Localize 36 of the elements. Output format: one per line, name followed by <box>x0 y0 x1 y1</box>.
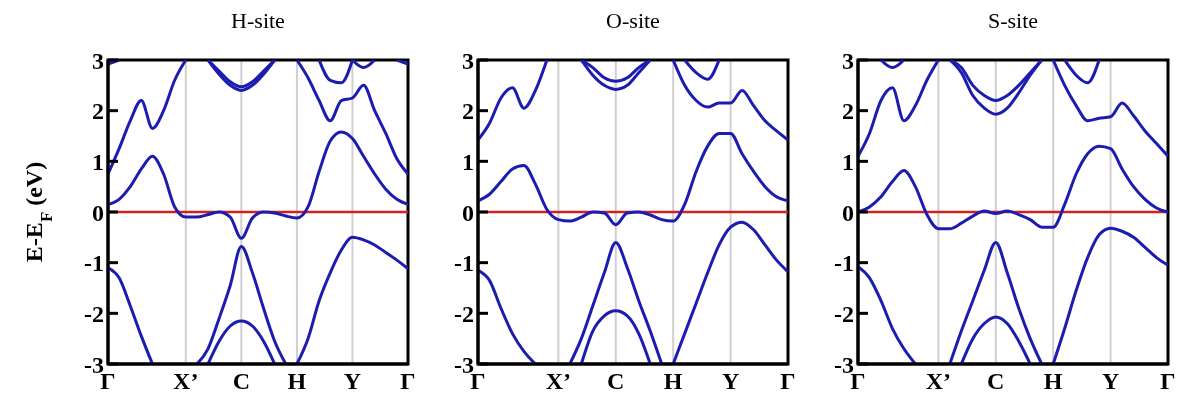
y-tick-label: 3 <box>842 47 854 74</box>
x-tick-label: C <box>232 368 251 395</box>
x-tick-label: X’ <box>925 368 952 395</box>
y-tick-label: -2 <box>834 300 854 327</box>
y-tick-label: 2 <box>462 98 474 125</box>
chart-title: H-site <box>230 8 286 34</box>
y-tick-label: 1 <box>462 148 474 175</box>
x-tick-label: Γ <box>780 368 796 395</box>
y-tick-label: 1 <box>842 148 854 175</box>
y-tick-label: 0 <box>462 199 474 226</box>
y-tick-label: 3 <box>462 47 474 74</box>
y-tick-label: -2 <box>454 300 474 327</box>
x-tick-label: Γ <box>1160 368 1176 395</box>
y-tick-label: 0 <box>842 199 854 226</box>
y-tick-label: 3 <box>92 47 104 74</box>
chart-title: O-site <box>605 8 661 34</box>
x-tick-label: X’ <box>545 368 572 395</box>
y-tick-label: -1 <box>454 250 474 277</box>
x-tick-label: H <box>287 368 307 395</box>
x-tick-label: Y <box>343 368 362 395</box>
x-tick-label: C <box>607 368 625 395</box>
x-tick-label: H <box>1043 368 1063 395</box>
y-tick-label: 2 <box>842 98 854 125</box>
x-tick-label: C <box>987 368 1005 395</box>
x-tick-label: H <box>663 368 683 395</box>
x-tick-label: Γ <box>400 368 416 395</box>
y-tick-label: -1 <box>84 250 104 277</box>
y-tick-label: 0 <box>92 199 104 226</box>
x-tick-label: Y <box>1101 368 1120 395</box>
y-tick-label: -1 <box>834 250 854 277</box>
y-tick-label: 1 <box>92 148 104 175</box>
x-tick-label: X’ <box>173 368 199 395</box>
y-tick-label: -2 <box>84 300 104 327</box>
y-tick-label: 2 <box>92 98 104 125</box>
chart-title: S-site <box>986 8 1040 34</box>
x-tick-label: Y <box>721 368 740 395</box>
